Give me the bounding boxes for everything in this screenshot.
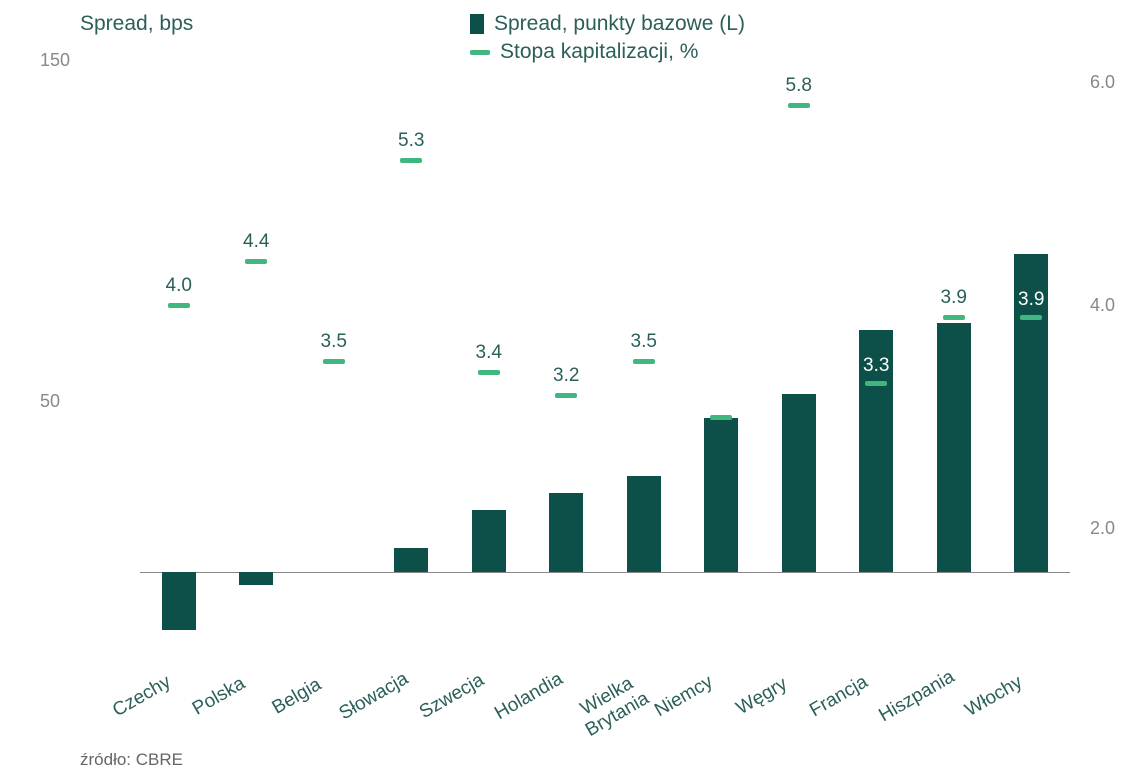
cap-rate-marker — [633, 359, 655, 364]
cap-rate-label: 3.3 — [838, 355, 916, 377]
chart-column: 3.2Holandia — [528, 0, 606, 783]
cap-rate-marker — [788, 103, 810, 108]
bar — [704, 418, 738, 572]
chart-column: 3.5WielkaBrytania — [605, 0, 683, 783]
chart-column: 4.4Polska — [218, 0, 296, 783]
cap-rate-label: 3.4 — [450, 342, 528, 364]
chart-column: 5.3Słowacja — [373, 0, 451, 783]
bar — [627, 476, 661, 572]
chart-column: 3.0Niemcy — [683, 0, 761, 783]
bar — [937, 323, 971, 572]
cap-rate-marker — [400, 158, 422, 163]
y1-tick: 150 — [40, 50, 70, 71]
cap-rate-label: 3.0 — [683, 389, 761, 411]
bar — [472, 510, 506, 571]
cap-rate-marker — [710, 415, 732, 420]
cap-rate-marker — [1020, 315, 1042, 320]
y1-tick: 50 — [40, 391, 60, 412]
cap-rate-label: 3.5 — [295, 331, 373, 353]
cap-rate-marker — [168, 303, 190, 308]
y2-tick: 6.0 — [1090, 72, 1115, 93]
cap-rate-label: 5.8 — [760, 75, 838, 97]
cap-rate-label: 4.0 — [140, 275, 218, 297]
y2-tick: 2.0 — [1090, 518, 1115, 539]
cap-rate-label: 3.2 — [528, 365, 606, 387]
chart-column: 4.0Czechy — [140, 0, 218, 783]
chart-column: 3.4Szwecja — [450, 0, 528, 783]
cap-rate-marker — [245, 259, 267, 264]
cap-rate-marker — [478, 370, 500, 375]
bar — [782, 394, 816, 571]
y2-tick: 4.0 — [1090, 295, 1115, 316]
cap-rate-marker — [865, 381, 887, 386]
bar — [394, 548, 428, 572]
chart-column: 3.9Włochy — [993, 0, 1071, 783]
cap-rate-label: 5.3 — [373, 130, 451, 152]
chart-column: 3.9Hiszpania — [915, 0, 993, 783]
chart-column: 3.3Francja — [838, 0, 916, 783]
cap-rate-label: 3.5 — [605, 331, 683, 353]
bar — [549, 493, 583, 571]
cap-rate-label: 4.4 — [218, 231, 296, 253]
bar — [162, 572, 196, 630]
chart-column: 3.5Belgia — [295, 0, 373, 783]
cap-rate-marker — [943, 315, 965, 320]
cap-rate-label: 3.9 — [915, 287, 993, 309]
chart-container: Spread, bps Spread, punkty bazowe (L) St… — [0, 0, 1142, 783]
cap-rate-label: 3.9 — [993, 289, 1071, 311]
cap-rate-marker — [555, 393, 577, 398]
source-label: źródło: CBRE — [80, 750, 183, 770]
cap-rate-marker — [323, 359, 345, 364]
bar — [239, 572, 273, 586]
chart-column: 5.8Węgry — [760, 0, 838, 783]
